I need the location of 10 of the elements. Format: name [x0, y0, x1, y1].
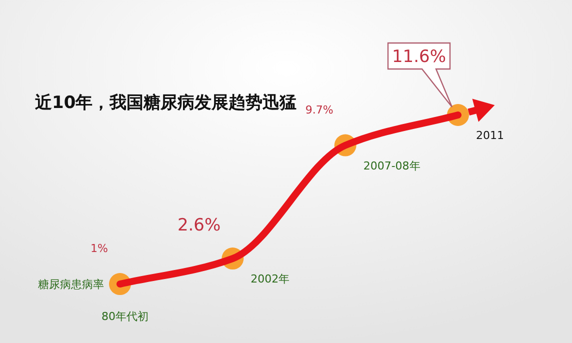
data-label: 2.6%: [177, 216, 221, 236]
chart-title: 近10年，我国糖尿病发展趋势迅猛: [34, 93, 297, 113]
data-label: 11.6%: [392, 47, 446, 67]
series-label: 糖尿病患病率: [38, 278, 104, 292]
x-tick-label: 2007-08年: [363, 159, 420, 172]
x-tick-label: 2011: [476, 129, 504, 142]
x-tick-label: 80年代初: [102, 310, 148, 324]
data-label: 1%: [90, 242, 108, 256]
x-tick-label: 2002年: [250, 272, 290, 286]
data-label: 9.7%: [305, 103, 334, 116]
